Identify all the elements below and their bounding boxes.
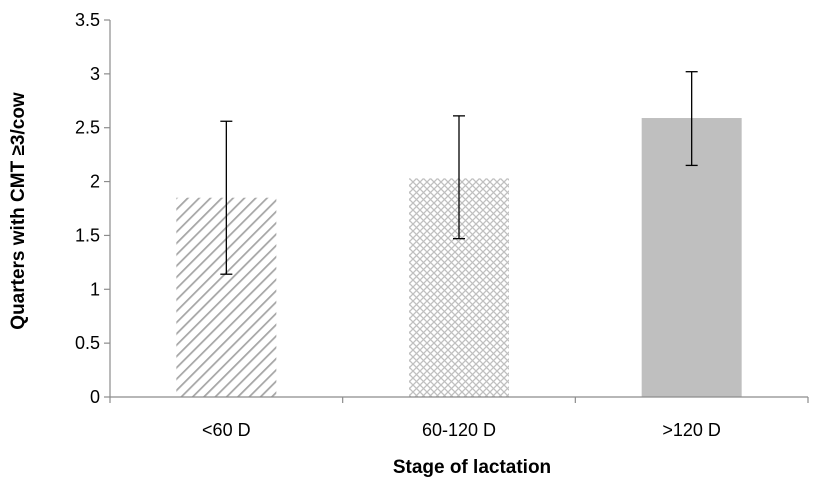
y-tick-label: 2 — [90, 172, 100, 192]
x-tick-group: <60 D 60-120 D >120 D — [109, 397, 809, 440]
y-tick-group: 0 0.5 1 1.5 2 2.5 3 3.5 — [75, 10, 110, 407]
x-axis-title: Stage of lactation — [393, 457, 551, 477]
x-tick-label: <60 D — [202, 420, 251, 440]
y-tick-label: 0.5 — [75, 333, 100, 353]
y-axis-title: Quarters with CMT ≥3/cow — [8, 92, 29, 330]
y-tick-label: 3.5 — [75, 10, 100, 30]
y-tick-label: 1 — [90, 279, 100, 299]
x-tick-label: 60-120 D — [422, 420, 496, 440]
error-bar-group — [220, 71, 698, 275]
y-tick-label: 1.5 — [75, 225, 100, 245]
y-tick-label: 3 — [90, 64, 100, 84]
x-tick-label: >120 D — [662, 420, 721, 440]
y-tick-label: 0 — [90, 387, 100, 407]
y-tick-label: 2.5 — [75, 118, 100, 138]
